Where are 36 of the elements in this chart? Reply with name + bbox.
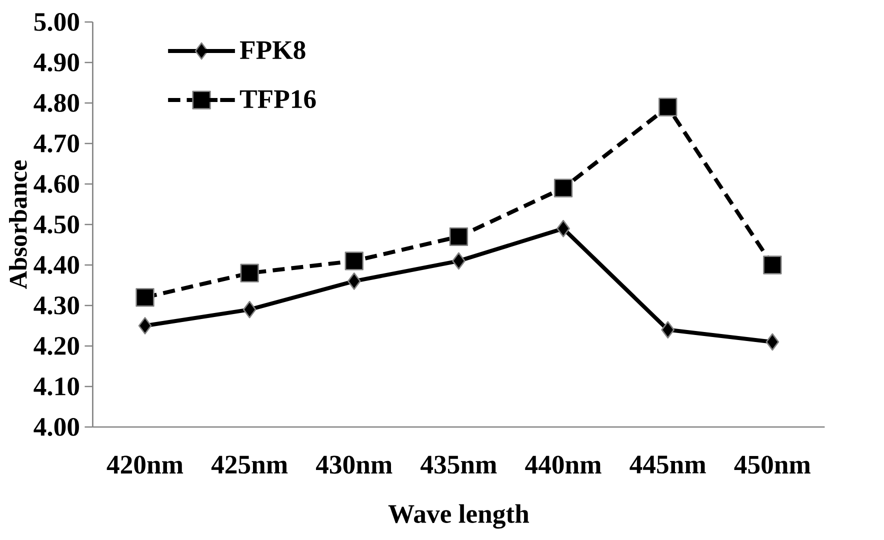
y-tick-label: 4.60: [34, 174, 79, 194]
x-tick-label: 450nm: [734, 456, 810, 474]
point: [554, 178, 573, 198]
legend-label: TFP16: [240, 90, 316, 108]
y-tick-label: 4.70: [34, 134, 79, 153]
y-tick-label: 4.00: [34, 418, 79, 436]
point: [661, 321, 675, 338]
point: [763, 256, 782, 274]
x-tick-label: 430nm: [316, 456, 392, 474]
point: [452, 252, 466, 270]
point: [347, 272, 361, 290]
x-tick-label: 420nm: [106, 456, 184, 474]
x-tick-label: 445nm: [630, 456, 706, 474]
y-tick-label: 4.40: [34, 256, 79, 274]
x-tick-label: 440nm: [525, 456, 602, 474]
point: [240, 264, 259, 282]
point: [344, 252, 364, 270]
y-axis-title: Absorbance: [9, 160, 27, 289]
point: [449, 227, 468, 246]
y-tick-label: 4.50: [34, 215, 79, 234]
y-tick-label: 5.00: [34, 12, 79, 32]
point: [658, 98, 678, 116]
y-tick-label: 4.90: [34, 53, 79, 72]
point: [136, 288, 154, 307]
legend-label: FPK8: [240, 41, 306, 60]
point: [556, 220, 570, 238]
x-tick-label: 425nm: [211, 456, 288, 474]
y-tick-label: 4.20: [34, 336, 79, 356]
x-axis-title: Wave length: [388, 504, 530, 529]
y-tick-label: 4.30: [34, 296, 79, 315]
y-tick-label: 4.10: [34, 377, 79, 396]
x-tick-label: 435nm: [420, 456, 497, 474]
point: [138, 317, 152, 334]
point: [242, 300, 256, 318]
y-tick-label: 4.80: [34, 94, 79, 112]
point: [766, 333, 780, 351]
